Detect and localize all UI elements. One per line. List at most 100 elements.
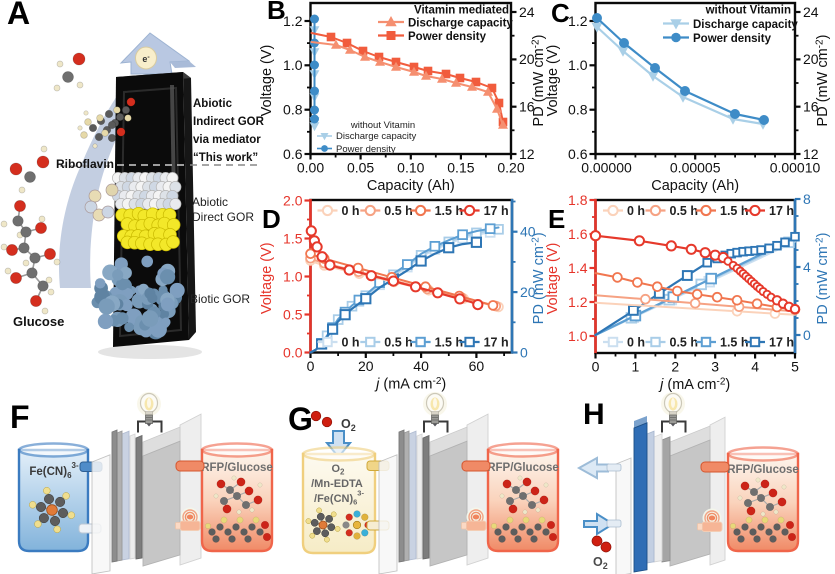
svg-text:17 h: 17 h — [484, 336, 509, 350]
svg-text:0.6: 0.6 — [283, 146, 303, 162]
svg-text:Power density: Power density — [336, 144, 396, 155]
svg-text:Power density: Power density — [693, 33, 772, 45]
svg-text:17 h: 17 h — [769, 204, 794, 218]
svg-text:Abiotic: Abiotic — [192, 195, 228, 209]
svg-text:16: 16 — [803, 99, 819, 115]
svg-text:Vitamin mediated: Vitamin mediated — [414, 5, 509, 17]
svg-text:F: F — [10, 399, 30, 435]
svg-text:Discharge capacity: Discharge capacity — [693, 19, 798, 31]
svg-text:8: 8 — [803, 191, 811, 207]
svg-text:0.15: 0.15 — [447, 160, 474, 176]
svg-text:0.10: 0.10 — [397, 160, 424, 176]
svg-text:without Vitamin: without Vitamin — [350, 120, 415, 131]
svg-text:0: 0 — [520, 344, 528, 360]
svg-text:0: 0 — [803, 327, 811, 343]
svg-text:1.0: 1.0 — [568, 57, 588, 73]
svg-text:2.0: 2.0 — [283, 192, 303, 208]
svg-text:j (mA cm-2): j (mA cm-2) — [374, 376, 446, 393]
svg-text:PD (mW cm-2): PD (mW cm-2) — [531, 35, 548, 127]
svg-text:4: 4 — [803, 259, 811, 275]
svg-text:60: 60 — [469, 358, 485, 374]
svg-text:0.8: 0.8 — [283, 102, 303, 118]
svg-text:24: 24 — [519, 4, 535, 20]
svg-text:/Fe(CN)63-: /Fe(CN)63- — [314, 489, 364, 507]
svg-text:Capacity (Ah): Capacity (Ah) — [367, 178, 455, 194]
svg-text:Voltage (V): Voltage (V) — [259, 45, 275, 117]
svg-text:0 h: 0 h — [342, 336, 360, 350]
svg-text:0.6: 0.6 — [568, 146, 588, 162]
svg-text:Glucose: Glucose — [13, 314, 64, 329]
svg-text:PD (mW cm-2): PD (mW cm-2) — [815, 233, 832, 325]
svg-text:16: 16 — [519, 99, 535, 115]
svg-text:0.00010: 0.00010 — [770, 160, 821, 176]
svg-text:0.20: 0.20 — [497, 160, 524, 176]
svg-text:0.5: 0.5 — [283, 306, 303, 322]
svg-text:1.8: 1.8 — [568, 192, 588, 208]
svg-text:0.8: 0.8 — [568, 102, 588, 118]
svg-text:Power density: Power density — [408, 31, 487, 43]
svg-text:G: G — [288, 401, 313, 437]
svg-text:1.0: 1.0 — [283, 57, 303, 73]
svg-text:0: 0 — [307, 358, 315, 374]
svg-text:40: 40 — [413, 358, 429, 374]
svg-text:0: 0 — [592, 359, 600, 375]
svg-text:1.0: 1.0 — [283, 268, 303, 284]
svg-text:12: 12 — [803, 146, 819, 162]
svg-text:B: B — [267, 0, 286, 25]
svg-text:Direct GOR: Direct GOR — [192, 210, 254, 224]
svg-text:1.2: 1.2 — [568, 13, 588, 29]
svg-text:40: 40 — [520, 224, 536, 240]
svg-text:24: 24 — [803, 4, 819, 20]
svg-text:0 h: 0 h — [342, 204, 360, 218]
svg-text:1: 1 — [632, 359, 640, 375]
svg-text:1.2: 1.2 — [568, 294, 588, 310]
svg-text:5: 5 — [791, 359, 799, 375]
svg-text:RFP/Glucose: RFP/Glucose — [487, 462, 559, 474]
svg-text:“This work”: “This work” — [193, 152, 258, 164]
svg-text:via mediator: via mediator — [193, 134, 261, 146]
svg-text:20: 20 — [519, 51, 535, 67]
svg-text:0 h: 0 h — [627, 336, 645, 350]
svg-text:Indirect GOR: Indirect GOR — [193, 116, 265, 128]
svg-text:2: 2 — [671, 359, 679, 375]
svg-text:A: A — [7, 0, 30, 31]
svg-text:O2: O2 — [593, 555, 608, 571]
svg-text:H: H — [583, 398, 605, 431]
svg-text:1.5: 1.5 — [283, 230, 303, 246]
svg-text:20: 20 — [520, 284, 536, 300]
svg-text:E: E — [548, 204, 565, 234]
svg-text:3: 3 — [711, 359, 719, 375]
svg-text:1.5 h: 1.5 h — [720, 336, 749, 350]
svg-text:Voltage (V): Voltage (V) — [545, 45, 561, 117]
svg-text:1.4: 1.4 — [568, 260, 588, 276]
svg-text:Fe(CN)63-: Fe(CN)63- — [29, 461, 79, 480]
svg-text:0.5 h: 0.5 h — [670, 204, 699, 218]
svg-text:/Mn-EDTA: /Mn-EDTA — [311, 478, 363, 490]
svg-text:0.5 h: 0.5 h — [384, 204, 413, 218]
svg-text:17 h: 17 h — [769, 336, 794, 350]
svg-text:D: D — [262, 204, 281, 234]
svg-text:Riboflavin: Riboflavin — [56, 157, 114, 171]
svg-text:Discharge capacity: Discharge capacity — [408, 18, 513, 30]
svg-text:0.00: 0.00 — [297, 160, 324, 176]
svg-text:1.6: 1.6 — [568, 226, 588, 242]
svg-text:0.05: 0.05 — [347, 160, 374, 176]
svg-text:20: 20 — [358, 358, 374, 374]
svg-text:PD (mW cm-2): PD (mW cm-2) — [530, 232, 547, 324]
svg-text:RFP/Glucose: RFP/Glucose — [201, 462, 273, 474]
svg-text:Discharge capacity: Discharge capacity — [336, 131, 417, 142]
svg-text:1.0: 1.0 — [568, 328, 588, 344]
svg-text:12: 12 — [519, 146, 535, 162]
svg-text:0.5 h: 0.5 h — [670, 336, 699, 350]
svg-text:4: 4 — [751, 359, 759, 375]
svg-text:20: 20 — [803, 51, 819, 67]
svg-text:C: C — [551, 0, 570, 28]
svg-text:1.2: 1.2 — [283, 13, 303, 29]
svg-text:Voltage (V): Voltage (V) — [259, 242, 275, 314]
svg-text:0.0: 0.0 — [283, 344, 303, 360]
svg-text:Capacity (Ah): Capacity (Ah) — [651, 178, 739, 194]
svg-text:1.5 h: 1.5 h — [720, 204, 749, 218]
svg-text:Abiotic: Abiotic — [193, 98, 233, 110]
svg-text:17 h: 17 h — [484, 204, 509, 218]
svg-text:0.00005: 0.00005 — [670, 160, 721, 176]
